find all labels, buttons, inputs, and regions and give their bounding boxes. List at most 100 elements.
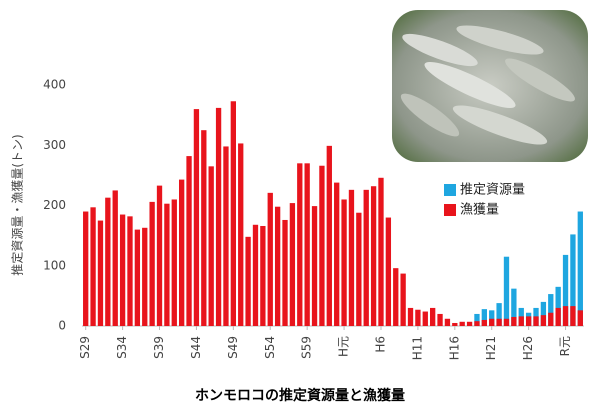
- x-tick-label: S39: [152, 336, 166, 359]
- bar: [503, 318, 510, 326]
- bar: [149, 201, 155, 326]
- bar: [127, 216, 133, 326]
- bar: [112, 190, 118, 326]
- bar: [282, 219, 288, 326]
- x-tick-label: S49: [226, 336, 240, 359]
- bar: [548, 294, 554, 326]
- y-tick-label: 400: [43, 78, 66, 92]
- x-tick-label: H21: [484, 336, 498, 360]
- bar: [274, 206, 281, 326]
- bar: [511, 288, 517, 326]
- bar: [119, 214, 126, 326]
- bar: [304, 163, 310, 326]
- bar: [363, 189, 369, 326]
- bar: [385, 217, 392, 326]
- bar: [555, 307, 561, 326]
- bar: [208, 166, 214, 326]
- bar: [252, 224, 259, 326]
- bar: [201, 130, 207, 326]
- bar: [289, 203, 296, 326]
- bar: [525, 316, 532, 326]
- x-tick-label: H元: [337, 336, 351, 357]
- x-tick-label: S59: [300, 336, 314, 359]
- bar: [326, 145, 332, 326]
- bar: [400, 273, 406, 326]
- bar: [422, 311, 428, 326]
- bar: [540, 301, 547, 326]
- bar: [511, 316, 517, 326]
- x-tick-label: H16: [447, 336, 461, 360]
- legend-label: 推定資源量: [460, 183, 525, 198]
- bar: [142, 227, 148, 326]
- x-tick-label: S29: [78, 336, 92, 359]
- bar: [474, 313, 480, 326]
- y-tick-label: 100: [43, 258, 66, 272]
- bar: [193, 109, 200, 326]
- bar: [489, 318, 495, 326]
- bar: [474, 321, 480, 326]
- bar: [555, 286, 561, 326]
- bar: [466, 321, 473, 326]
- bar: [319, 165, 325, 326]
- chart-title: ホンモロコの推定資源量と漁獲量: [195, 387, 405, 404]
- bar: [518, 316, 524, 326]
- bar: [444, 318, 451, 326]
- bar: [415, 309, 421, 326]
- bar: [171, 199, 177, 326]
- bar: [503, 256, 510, 326]
- bar: [311, 206, 318, 326]
- bar: [430, 307, 436, 326]
- bar: [489, 310, 495, 326]
- bar: [260, 225, 266, 326]
- x-tick-label: S54: [263, 336, 277, 359]
- bar: [459, 321, 465, 326]
- bar: [297, 163, 303, 326]
- bar: [164, 203, 170, 326]
- bar: [437, 313, 443, 326]
- x-tick-label: S44: [189, 336, 203, 359]
- photo: [392, 10, 588, 162]
- bar: [481, 309, 487, 326]
- bar: [245, 236, 251, 326]
- x-tick-label: H6: [373, 336, 387, 353]
- bar: [481, 319, 487, 326]
- bar: [156, 185, 163, 326]
- bar: [548, 312, 554, 326]
- bar: [356, 212, 362, 326]
- bar: [230, 101, 236, 326]
- bar: [393, 268, 399, 326]
- bar: [223, 146, 229, 326]
- bar: [83, 211, 89, 326]
- bar: [540, 315, 547, 326]
- x-tick-label: S34: [115, 336, 129, 359]
- y-tick-label: 300: [43, 138, 66, 152]
- bar: [105, 197, 111, 326]
- bar: [97, 220, 104, 326]
- bar: [334, 182, 340, 326]
- bar: [341, 199, 347, 326]
- bar: [452, 322, 458, 326]
- legend-swatch: [444, 204, 456, 216]
- bar: [134, 229, 141, 326]
- bar: [533, 316, 539, 326]
- y-axis-label: 推定資源量・漁獲量(トン): [10, 134, 25, 275]
- bar: [179, 179, 185, 326]
- bar: [186, 156, 192, 326]
- bar: [348, 189, 355, 326]
- bar: [570, 306, 576, 326]
- bar: [562, 254, 569, 326]
- x-tick-label: H26: [521, 336, 535, 360]
- legend-swatch: [444, 184, 456, 196]
- x-tick-label: H11: [410, 336, 424, 360]
- bar: [570, 234, 576, 326]
- bar: [90, 207, 96, 326]
- bar: [562, 306, 569, 326]
- bar: [378, 177, 384, 326]
- bar: [215, 107, 222, 327]
- y-tick-label: 0: [58, 319, 66, 333]
- x-tick-label: R元: [558, 336, 572, 356]
- bar: [238, 143, 244, 326]
- legend-label: 漁獲量: [460, 203, 499, 218]
- y-tick-label: 200: [43, 198, 66, 212]
